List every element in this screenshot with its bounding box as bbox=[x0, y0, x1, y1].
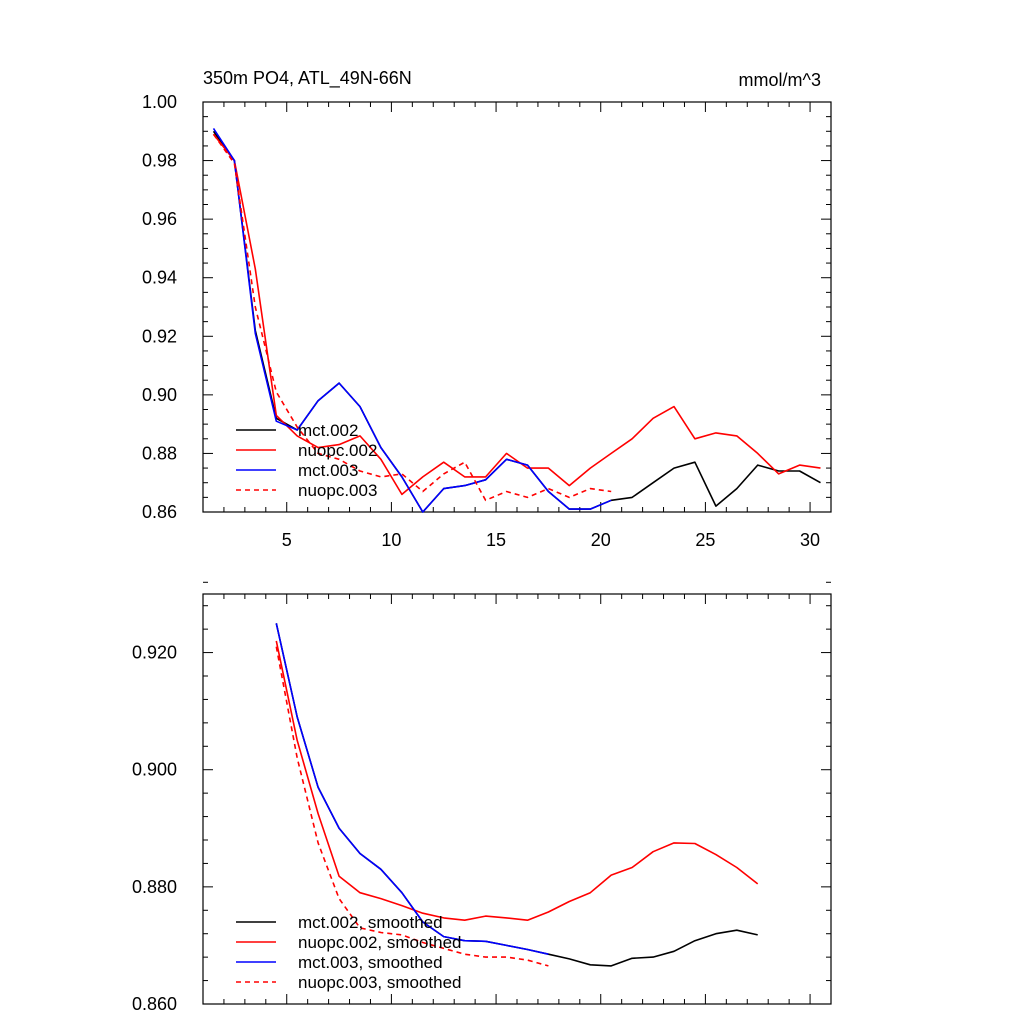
series-line-nuopc-003-smoothed bbox=[275, 646, 549, 967]
y-tick-label: 0.98 bbox=[142, 151, 177, 171]
y-tick-label: 0.86 bbox=[142, 502, 177, 522]
series-line-mct-003-smoothed bbox=[275, 623, 549, 955]
y-tick-label: 0.90 bbox=[142, 385, 177, 405]
y-tick-label: 0.920 bbox=[132, 643, 177, 663]
y-tick-label: 0.96 bbox=[142, 209, 177, 229]
units-label: mmol/m^3 bbox=[739, 70, 821, 90]
legend-label: mct.002 bbox=[298, 421, 358, 440]
legend-label: nuopc.003 bbox=[298, 481, 377, 500]
x-tick-label: 5 bbox=[282, 530, 292, 550]
x-tick-label: 10 bbox=[381, 530, 401, 550]
x-tick-label: 30 bbox=[800, 530, 820, 550]
y-tick-label: 0.860 bbox=[132, 994, 177, 1014]
y-tick-label: 0.94 bbox=[142, 268, 177, 288]
legend-label: mct.003, smoothed bbox=[298, 953, 443, 972]
x-tick-label: 15 bbox=[486, 530, 506, 550]
legend-label: nuopc.003, smoothed bbox=[298, 973, 462, 992]
series-line-nuopc-002-smoothed bbox=[275, 640, 759, 922]
legend-label: nuopc.002, smoothed bbox=[298, 933, 462, 952]
series-line-nuopc-002 bbox=[212, 133, 821, 496]
x-tick-label: 20 bbox=[591, 530, 611, 550]
series-line-nuopc-003 bbox=[212, 133, 612, 502]
chart-title: 350m PO4, ATL_49N-66N bbox=[203, 68, 412, 89]
top-chart-panel: 5 10 15 20 25 30 0.86 0.88 0.90 0.92 0.94 0.96 0.98 1… bbox=[142, 68, 832, 550]
y-tick-label: 0.92 bbox=[142, 326, 177, 346]
series-line-mct-003 bbox=[212, 127, 612, 513]
y-tick-label: 0.88 bbox=[142, 443, 177, 463]
legend-label: mct.003 bbox=[298, 461, 358, 480]
y-tick-label: 1.00 bbox=[142, 92, 177, 112]
legend-label: nuopc.002 bbox=[298, 441, 377, 460]
y-tick-label: 0.880 bbox=[132, 877, 177, 897]
legend-label: mct.002, smoothed bbox=[298, 913, 443, 932]
x-tick-label: 25 bbox=[695, 530, 715, 550]
y-tick-label: 0.900 bbox=[132, 760, 177, 780]
